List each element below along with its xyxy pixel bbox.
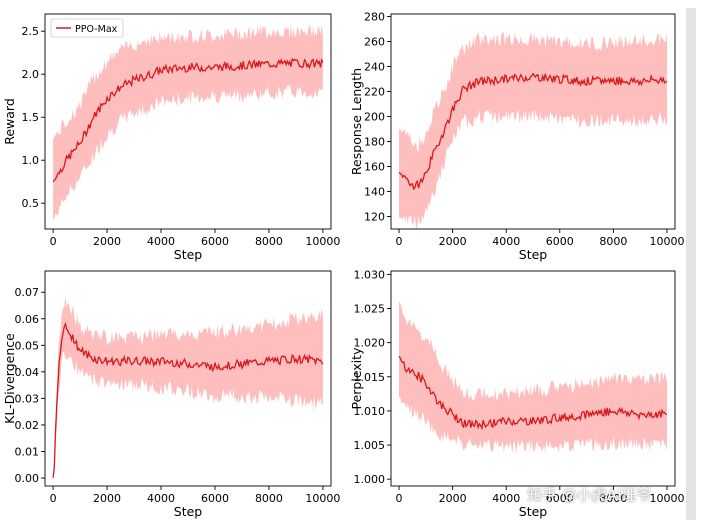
x-tick-label: 0 <box>50 235 57 248</box>
y-tick-label: 0.06 <box>15 313 40 326</box>
y-tick-label: 0.04 <box>15 366 40 379</box>
watermark-text: 知乎 @小虎AI珏爷 <box>527 486 652 504</box>
y-tick-label: 0.07 <box>15 286 40 299</box>
x-tick-label: 2000 <box>439 492 467 505</box>
x-tick-label: 8000 <box>255 492 283 505</box>
x-tick-label: 0 <box>396 492 403 505</box>
legend: PPO-Max <box>50 18 124 38</box>
y-tick-label: 220 <box>364 86 385 99</box>
series-line-1 <box>52 57 324 183</box>
y-tick-label: 180 <box>364 136 385 149</box>
x-tick-label: 10000 <box>649 492 684 505</box>
legend-box <box>50 18 124 38</box>
chart-2: 0 2000 4000 6000 8000 10000 120 140 160 180 200 220… <box>349 11 684 263</box>
x-tick-label: 4000 <box>492 492 520 505</box>
plot-frame <box>44 13 332 230</box>
plot-frame <box>390 270 676 487</box>
y-tick-label: 1.030 <box>354 268 386 281</box>
series-line-1 <box>398 355 668 431</box>
x-tick-label: 6000 <box>201 235 229 248</box>
x-axis-label: Step <box>519 504 548 519</box>
y-tick-label: 200 <box>364 111 385 124</box>
chart-1: 0 2000 4000 6000 8000 10000 0.5 1.0 1.5 2.0 2.5 Ste… <box>2 13 340 262</box>
y-tick-label: 0.00 <box>15 472 40 485</box>
y-tick-label: 160 <box>364 161 385 174</box>
plot-frame <box>44 270 332 487</box>
x-tick-label: 6000 <box>546 235 574 248</box>
y-tick-label: 280 <box>364 11 385 24</box>
y-tick-label: 1.025 <box>354 303 386 316</box>
x-axis-label: Step <box>174 247 203 262</box>
x-axis-label: Step <box>519 247 548 262</box>
x-tick-label: 0 <box>50 492 57 505</box>
y-tick-label: 1.000 <box>354 473 386 486</box>
y-tick-label: 2.5 <box>22 25 40 38</box>
y-tick-label: 1.5 <box>22 111 40 124</box>
plot-frame <box>390 13 676 230</box>
x-tick-label: 10000 <box>305 492 340 505</box>
x-tick-label: 8000 <box>599 492 627 505</box>
confidence-band-1 <box>53 297 323 477</box>
x-axis-label: Step <box>174 504 203 519</box>
confidence-band-1 <box>399 301 667 454</box>
x-tick-label: 8000 <box>599 235 627 248</box>
y-axis-label: Response Length <box>349 68 364 175</box>
y-axis-label: Reward <box>2 98 17 145</box>
confidence-band-1 <box>53 24 323 221</box>
scrollbar[interactable] <box>686 8 696 520</box>
confidence-band-1 <box>399 31 667 229</box>
y-tick-label: 240 <box>364 61 385 74</box>
x-tick-label: 4000 <box>147 492 175 505</box>
x-tick-label: 0 <box>396 235 403 248</box>
y-tick-label: 260 <box>364 36 385 49</box>
x-tick-label: 4000 <box>147 235 175 248</box>
x-tick-label: 10000 <box>649 235 684 248</box>
y-tick-label: 1.0 <box>22 154 40 167</box>
x-tick-label: 8000 <box>255 235 283 248</box>
y-axis-label: Perplexity <box>349 347 364 410</box>
x-tick-label: 6000 <box>546 492 574 505</box>
x-tick-label: 6000 <box>201 492 229 505</box>
series-line-1 <box>52 321 324 478</box>
x-tick-label: 2000 <box>93 235 121 248</box>
legend-entry: PPO-Max <box>75 24 118 35</box>
y-tick-label: 0.01 <box>15 445 40 458</box>
y-tick-label: 2.0 <box>22 68 40 81</box>
chart-3: 0 2000 4000 6000 8000 10000 0.00 0.01 0.02 0.03 0.… <box>2 270 340 519</box>
y-tick-label: 0.03 <box>15 392 40 405</box>
y-tick-label: 1.010 <box>354 405 386 418</box>
y-tick-label: 140 <box>364 186 385 199</box>
y-axis-label: KL-Divergence <box>2 333 17 424</box>
x-tick-label: 4000 <box>492 235 520 248</box>
y-tick-label: 120 <box>364 211 385 224</box>
x-tick-label: 2000 <box>93 492 121 505</box>
x-tick-label: 2000 <box>439 235 467 248</box>
y-tick-label: 1.020 <box>354 337 386 350</box>
y-tick-label: 0.05 <box>15 339 40 352</box>
y-tick-label: 0.02 <box>15 419 40 432</box>
y-tick-label: 0.5 <box>22 197 40 210</box>
x-tick-label: 10000 <box>305 235 340 248</box>
series-line-1 <box>398 72 668 191</box>
chart-4: 0 2000 4000 6000 8000 10000 1.000 1.005 1.010 1.0… <box>349 268 684 519</box>
y-tick-label: 1.015 <box>354 371 386 384</box>
y-tick-label: 1.005 <box>354 439 386 452</box>
